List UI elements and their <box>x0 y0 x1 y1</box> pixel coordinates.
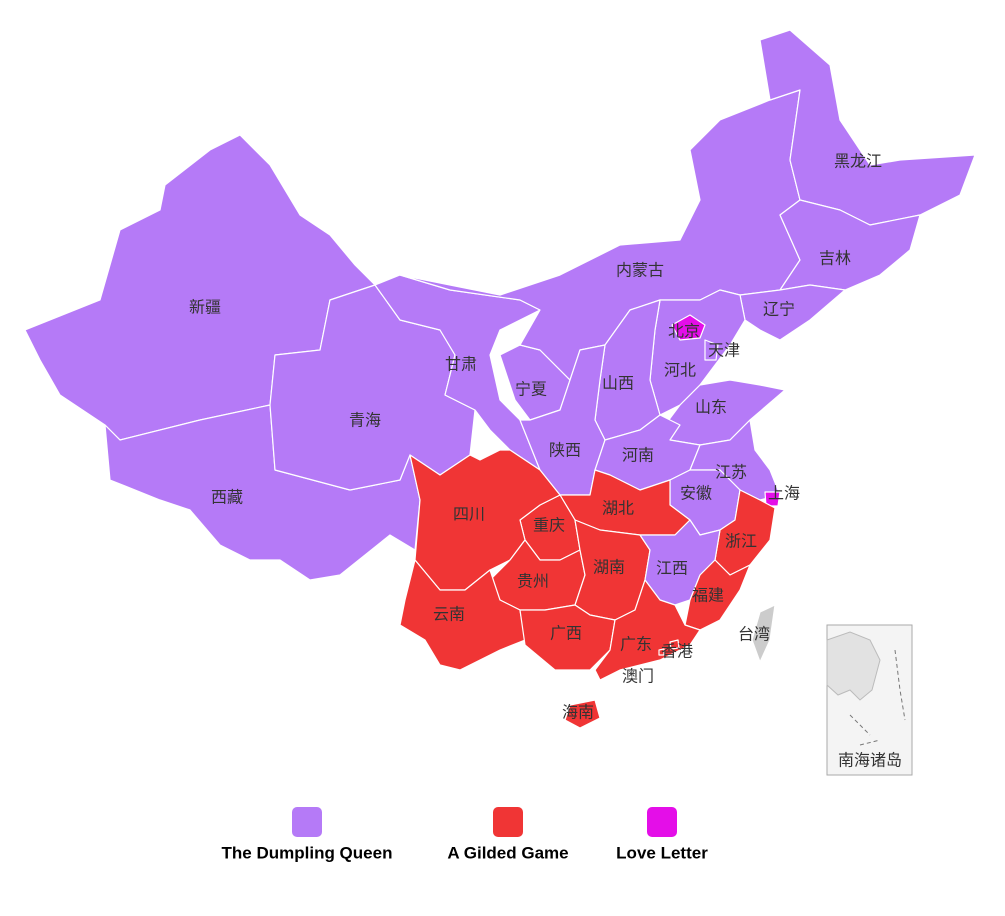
province-label: 福建 <box>692 586 724 605</box>
province-label: 宁夏 <box>515 380 547 399</box>
province-label: 贵州 <box>517 572 549 591</box>
province <box>779 199 921 291</box>
province-label: 甘肃 <box>445 355 477 374</box>
province-label: 湖北 <box>602 499 634 518</box>
provinces <box>24 29 976 729</box>
province <box>764 491 781 507</box>
province-label: 重庆 <box>533 516 565 535</box>
south-china-sea-inset: 南海诸岛 <box>826 624 913 776</box>
province <box>684 559 751 631</box>
province-label: 西藏 <box>211 488 243 507</box>
legend-swatch <box>493 807 523 837</box>
province-label: 新疆 <box>189 298 221 317</box>
legend-label: Love Letter <box>616 843 708 862</box>
province <box>704 339 719 361</box>
province-label: 江苏 <box>715 463 747 482</box>
province-label: 湖南 <box>593 558 625 577</box>
province-label: 澳门 <box>622 667 654 686</box>
province-label: 香港 <box>661 642 693 661</box>
province-label: 浙江 <box>725 532 757 551</box>
province <box>759 29 976 226</box>
province <box>564 699 601 729</box>
province-label: 吉林 <box>819 249 851 268</box>
province <box>399 559 526 671</box>
province <box>658 648 665 656</box>
province-label: 青海 <box>349 411 381 430</box>
province-label: 北京 <box>668 322 700 341</box>
province-label: 山西 <box>602 374 634 393</box>
province-label: 台湾 <box>738 625 770 644</box>
province-label: 四川 <box>453 505 485 524</box>
legend-swatch <box>292 807 322 837</box>
province-label: 江西 <box>656 559 688 578</box>
province-label: 黑龙江 <box>834 152 882 171</box>
province-label: 陕西 <box>549 441 581 460</box>
inset-land <box>826 631 881 701</box>
province-label: 海南 <box>562 703 594 722</box>
inset-line <box>849 649 906 746</box>
province-label: 河南 <box>622 446 654 465</box>
legend-swatch <box>647 807 677 837</box>
inset-label: 南海诸岛 <box>838 751 902 770</box>
province-label: 河北 <box>664 361 696 380</box>
province <box>751 604 776 663</box>
province-label: 天津 <box>708 341 740 360</box>
province-label: 辽宁 <box>763 300 795 319</box>
province-label: 安徽 <box>680 484 712 503</box>
province-label: 云南 <box>433 605 465 624</box>
province-label: 广东 <box>620 635 652 654</box>
province <box>671 314 706 341</box>
legend: The Dumpling Queen A Gilded Game Love Lett… <box>222 807 708 862</box>
province <box>669 639 680 650</box>
province-label: 上海 <box>768 484 800 503</box>
legend-label: A Gilded Game <box>447 843 568 862</box>
legend-label: The Dumpling Queen <box>222 843 393 862</box>
province-label: 山东 <box>695 398 727 417</box>
province-label: 广西 <box>550 624 582 643</box>
province-label: 内蒙古 <box>616 261 664 280</box>
province <box>594 579 701 681</box>
